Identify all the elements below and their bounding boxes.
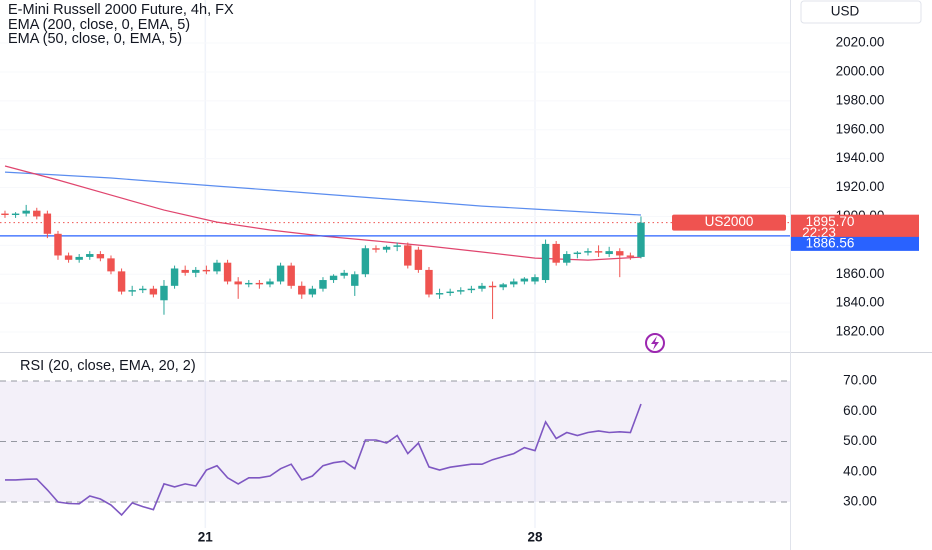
y-tick-label: 2000.00	[836, 64, 885, 79]
rsi-line	[5, 403, 642, 517]
candle-body	[488, 285, 497, 288]
y-tick-label: 1840.00	[836, 295, 885, 310]
candle-body	[563, 254, 571, 263]
candle-body	[287, 265, 295, 286]
candle-body	[160, 285, 168, 301]
last-price-tag	[791, 214, 919, 241]
candle-body	[372, 248, 380, 250]
ema-line	[4, 171, 642, 216]
candle-body	[594, 251, 603, 253]
currency[interactable]: USD	[831, 4, 860, 19]
candle-body	[499, 284, 507, 288]
last-price-label: 1895.70	[806, 214, 855, 229]
rsi-tick-label: 60.00	[843, 403, 877, 418]
rsi-title: RSI (20, close, EMA, 20, 2)	[20, 358, 196, 374]
y-tick-label: 1920.00	[836, 179, 885, 194]
candle-body	[266, 281, 274, 285]
candle-body	[637, 222, 645, 257]
rsi-tick-label: 50.00	[843, 433, 877, 448]
y-tick-label: 1860.00	[836, 266, 885, 281]
candle-body	[86, 254, 94, 257]
candle-body	[202, 269, 211, 272]
candle-body	[223, 262, 232, 282]
candle-body	[616, 251, 624, 256]
ref-price-tag	[791, 236, 919, 251]
y-tick-label: 2020.00	[836, 35, 885, 50]
candle-body	[510, 281, 518, 285]
candle-body	[361, 248, 370, 275]
candle-body	[75, 256, 83, 260]
candle-body	[308, 288, 317, 295]
candle-body	[298, 285, 306, 295]
candle-body	[170, 268, 179, 286]
countdown-label: 22:23	[802, 225, 836, 240]
candle-body	[552, 243, 560, 263]
rsi-tick-label: 40.00	[843, 463, 877, 478]
candle-body	[435, 293, 444, 295]
candle-body	[245, 282, 253, 285]
y-tick-label: 1940.00	[836, 150, 885, 165]
candle-body	[11, 213, 20, 216]
candle-body	[54, 233, 62, 256]
candle-body	[520, 278, 529, 282]
candle-body	[478, 285, 486, 289]
candle-body	[319, 280, 327, 289]
symbol-tag	[672, 214, 786, 231]
candle-body	[213, 262, 221, 272]
candle-body	[605, 251, 613, 255]
symbol-tag-label: US2000	[705, 214, 754, 229]
candle-body	[393, 245, 401, 247]
candle-body	[107, 258, 115, 272]
candle-body	[192, 269, 200, 273]
candle-body	[128, 290, 136, 292]
candle-body	[351, 274, 359, 286]
rsi-tick-label: 30.00	[843, 494, 877, 509]
candle-body	[584, 251, 592, 253]
candle-body	[181, 269, 189, 273]
plot-layer: 21281820.001840.001860.001880.001900.001…	[0, 0, 884, 545]
candle-body	[22, 210, 30, 214]
candle-body	[531, 277, 539, 282]
y-tick-label: 1980.00	[836, 92, 885, 107]
candle-body	[404, 245, 412, 266]
candle-body	[626, 255, 635, 257]
lightning-icon[interactable]	[645, 333, 665, 353]
candle-body	[43, 213, 52, 234]
candle-body	[467, 288, 476, 291]
ref-price-label: 1886.56	[806, 235, 855, 250]
candle-body	[149, 288, 158, 295]
candle-body	[329, 275, 338, 281]
candle-body	[96, 254, 105, 259]
rsi-band	[0, 381, 790, 503]
candle-body	[573, 252, 582, 255]
candle-body	[33, 210, 41, 217]
candle-body	[414, 249, 423, 270]
x-tick-label: 21	[198, 530, 214, 545]
candle-body	[446, 291, 454, 294]
candle-body	[117, 271, 126, 292]
candle-body	[139, 288, 147, 291]
y-tick-label: 1960.00	[836, 121, 885, 136]
candle-body	[425, 269, 433, 295]
candle-body	[234, 281, 242, 285]
legend-entry: EMA (50, close, 0, EMA, 5)	[8, 31, 182, 47]
chart-title: E-Mini Russell 2000 Future, 4h, FX	[8, 2, 234, 18]
y-tick-label: 1820.00	[836, 324, 885, 339]
legend-entry: EMA (200, close, 0, EMA, 5)	[8, 17, 190, 33]
rsi-tick-label: 70.00	[843, 373, 877, 388]
candle-body	[340, 272, 348, 276]
candle-body	[382, 246, 391, 250]
currency-box[interactable]	[800, 0, 922, 24]
candle-body	[457, 290, 465, 292]
candle-body	[276, 265, 285, 282]
candle-body	[1, 213, 9, 216]
x-tick-label: 28	[527, 530, 543, 545]
candle-body	[541, 243, 550, 281]
candle-body	[255, 282, 264, 285]
candle-body	[64, 255, 73, 260]
